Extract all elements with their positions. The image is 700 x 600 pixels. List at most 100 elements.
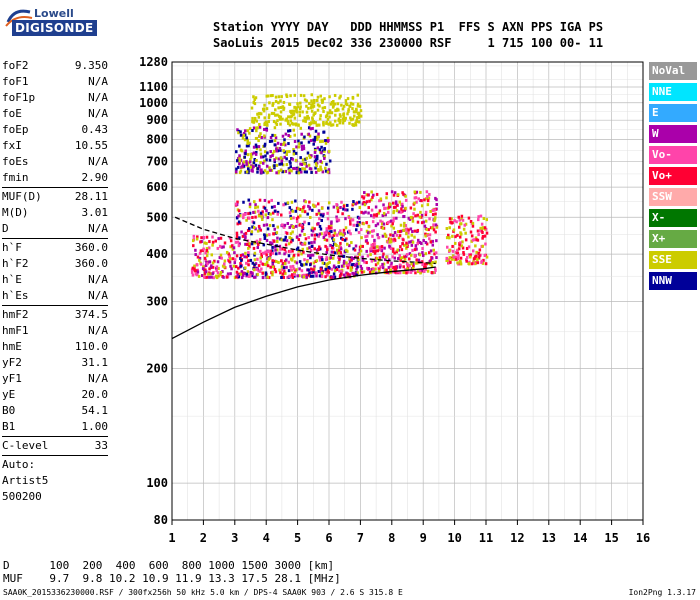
- echo-point: [200, 274, 204, 278]
- echo-point: [418, 240, 422, 244]
- param-key: foF2: [2, 59, 29, 72]
- echo-point: [194, 272, 198, 276]
- echo-point: [259, 152, 263, 156]
- echo-point: [299, 214, 302, 218]
- echo-point: [234, 202, 238, 206]
- echo-point: [250, 155, 253, 159]
- echo-point: [419, 190, 422, 194]
- echo-point: [270, 242, 274, 246]
- echo-point: [459, 222, 462, 226]
- param-key: D: [2, 222, 9, 235]
- echo-point: [476, 229, 480, 233]
- echo-point: [410, 262, 413, 266]
- echo-point: [366, 254, 370, 258]
- echo-point: [338, 246, 341, 250]
- echo-point: [250, 106, 254, 110]
- echo-point: [424, 241, 428, 245]
- echo-point: [212, 276, 215, 280]
- echo-point: [473, 255, 477, 259]
- echo-point: [275, 147, 278, 151]
- echo-point: [247, 259, 250, 263]
- echo-point: [310, 267, 313, 271]
- echo-point: [257, 269, 260, 273]
- echo-point: [270, 249, 274, 253]
- echo-point: [239, 133, 243, 137]
- echo-point: [416, 270, 420, 274]
- echo-point: [355, 273, 358, 277]
- echo-point: [268, 256, 271, 260]
- echo-point: [243, 272, 246, 276]
- echo-point: [241, 164, 244, 168]
- echo-point: [273, 209, 277, 213]
- echo-point: [308, 101, 311, 105]
- echo-point: [237, 220, 241, 224]
- echo-point: [318, 245, 321, 249]
- echo-point: [405, 253, 409, 257]
- echo-point: [310, 93, 314, 97]
- footer-info: SAA0K_2015336230000.RSF / 300fx256h 50 k…: [3, 588, 403, 597]
- echo-point: [241, 162, 245, 166]
- param-value: 0.43: [81, 123, 109, 136]
- echo-point: [349, 101, 353, 105]
- param-row: hmE 110.0: [2, 339, 108, 355]
- echo-point: [292, 167, 295, 171]
- echo-point: [448, 256, 452, 260]
- echo-point: [478, 248, 482, 252]
- echo-point: [245, 218, 248, 222]
- y-tick-label: 500: [146, 210, 168, 224]
- echo-point: [339, 241, 342, 245]
- echo-point: [238, 162, 241, 166]
- echo-point: [414, 214, 417, 218]
- echo-point: [354, 202, 357, 206]
- echo-point: [316, 95, 320, 99]
- param-row: yF1 N/A: [2, 371, 108, 387]
- echo-point: [288, 135, 292, 139]
- echo-point: [374, 267, 377, 271]
- echo-point: [289, 240, 293, 244]
- echo-point: [469, 255, 472, 259]
- echo-point: [267, 116, 271, 120]
- echo-point: [402, 192, 405, 196]
- echo-point: [447, 233, 450, 237]
- echo-point: [263, 233, 266, 237]
- echo-point: [307, 236, 310, 240]
- echo-point: [379, 265, 382, 269]
- echo-point: [431, 243, 435, 247]
- echo-point: [317, 135, 320, 139]
- echo-point: [271, 262, 275, 266]
- echo-point: [345, 261, 348, 265]
- echo-point: [424, 213, 428, 217]
- echo-point: [294, 199, 297, 203]
- echo-point: [344, 217, 347, 221]
- echo-point: [265, 233, 269, 237]
- echo-point: [316, 137, 319, 141]
- echo-point: [325, 238, 329, 242]
- echo-point: [273, 126, 277, 130]
- echo-point: [483, 254, 487, 258]
- echo-point: [422, 220, 425, 224]
- echo-point: [328, 230, 331, 234]
- echo-point: [389, 219, 393, 223]
- echo-point: [228, 254, 231, 258]
- echo-point: [257, 145, 261, 149]
- echo-point: [354, 244, 358, 248]
- echo-point: [309, 106, 313, 110]
- param-value: N/A: [88, 75, 108, 88]
- echo-point: [372, 193, 375, 197]
- echo-point: [266, 123, 269, 127]
- echo-point: [273, 259, 277, 263]
- param-key: foEp: [2, 123, 29, 136]
- echo-point: [251, 261, 255, 265]
- echo-point: [252, 246, 256, 250]
- echo-point: [313, 227, 316, 231]
- param-key: h`Es: [2, 289, 29, 302]
- echo-point: [205, 235, 209, 239]
- echo-point: [400, 256, 404, 260]
- echo-point: [311, 253, 315, 257]
- echo-point: [302, 119, 305, 123]
- echo-point: [275, 231, 279, 235]
- echo-point: [273, 227, 276, 231]
- echo-point: [347, 109, 350, 113]
- echo-point: [377, 236, 380, 240]
- echo-point: [298, 260, 302, 264]
